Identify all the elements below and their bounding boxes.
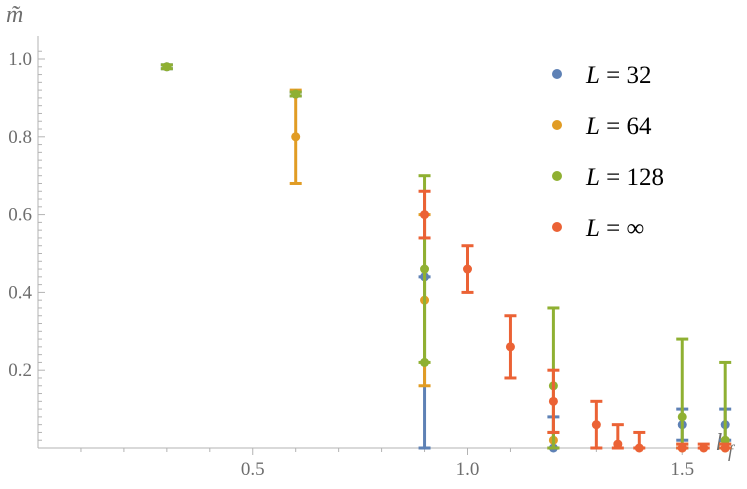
legend-swatch xyxy=(552,120,562,130)
data-point xyxy=(677,443,687,453)
y-axis-label: m̃ xyxy=(6,2,23,28)
y-ticks: 0.2 0.4 0.6 0.8 1.0 xyxy=(8,49,45,441)
data-point xyxy=(720,435,730,445)
data-series xyxy=(160,62,732,453)
series-3 xyxy=(160,62,732,450)
y-tick-label: 1.0 xyxy=(8,49,32,70)
y-tick-label: 0.2 xyxy=(8,360,32,381)
data-point xyxy=(505,342,515,352)
data-point xyxy=(720,443,730,453)
legend: L = 32 L = 64 L = 128 L = ∞ xyxy=(552,62,664,242)
data-point xyxy=(291,132,301,142)
x-tick-label: 1.0 xyxy=(456,459,480,480)
data-point xyxy=(420,264,430,274)
axes: 0.51.01.52.02.53.0 0.20.40.60.81.0 xyxy=(8,36,726,480)
legend-label: L = 64 xyxy=(585,113,652,140)
x-ticks: 0.51.01.52.02.53.0 xyxy=(80,448,726,480)
y-tick-label: 0.6 xyxy=(8,205,32,226)
data-point xyxy=(420,210,430,220)
data-point xyxy=(591,420,601,430)
data-point xyxy=(548,396,558,406)
legend-swatch xyxy=(552,69,562,79)
data-point xyxy=(291,89,301,99)
legend-label: L = 128 xyxy=(585,164,664,191)
data-point xyxy=(677,412,687,422)
legend-swatch xyxy=(552,222,562,232)
y-tick-label: 0.8 xyxy=(8,127,32,148)
series-4 xyxy=(418,189,732,453)
legend-swatch xyxy=(552,171,562,181)
data-point xyxy=(699,443,709,453)
data-point xyxy=(420,357,430,367)
legend-label: L = ∞ xyxy=(585,215,644,242)
x-tick-label: 1.5 xyxy=(670,459,694,480)
data-point xyxy=(634,443,644,453)
legend-label: L = 32 xyxy=(585,62,652,89)
series-1 xyxy=(160,62,732,453)
y-tick-label: 0.4 xyxy=(8,282,32,303)
data-point xyxy=(463,264,472,274)
x-tick-label: 0.5 xyxy=(241,459,265,480)
data-point xyxy=(162,62,172,72)
data-point xyxy=(613,439,623,449)
series-2 xyxy=(289,88,732,453)
